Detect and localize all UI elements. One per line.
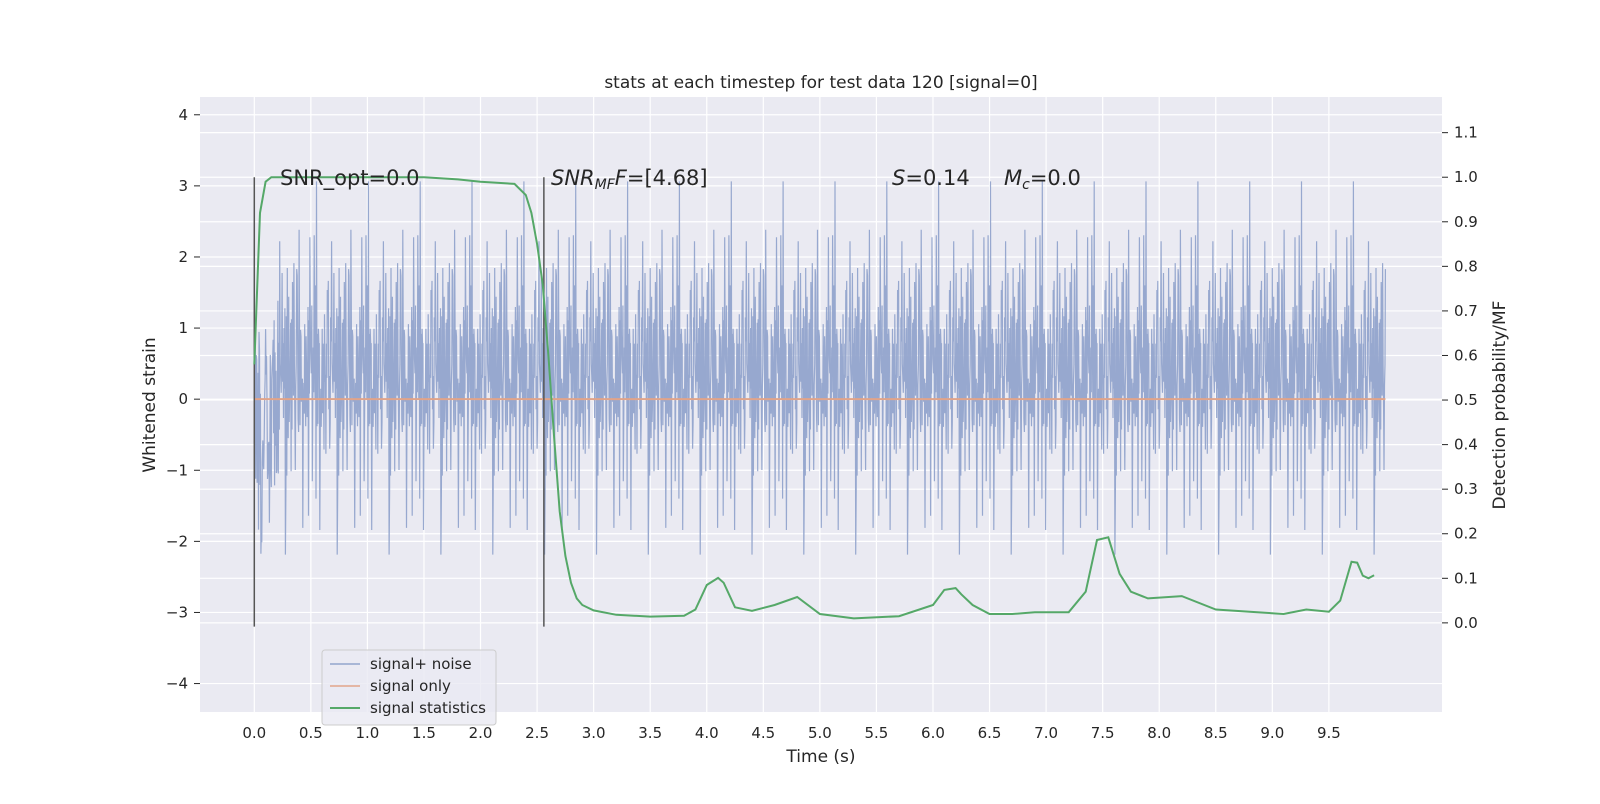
x-tick-label: 0.0 xyxy=(242,724,266,742)
y-axis-left-ticks: −4 −3 −2 −1 0 1 2 3 4 xyxy=(166,106,200,693)
x-axis-label: Time (s) xyxy=(785,747,855,767)
y-right-tick-label: 1.1 xyxy=(1454,124,1478,142)
y-right-tick-label: 0.6 xyxy=(1454,346,1478,364)
x-tick-label: 3.5 xyxy=(638,724,662,742)
chart-title: stats at each timestep for test data 120… xyxy=(604,73,1037,93)
y-left-tick-label: 1 xyxy=(178,319,188,337)
x-tick-label: 4.5 xyxy=(751,724,775,742)
annotation-snr-mf: SNRMFF=[4.68] xyxy=(551,166,708,193)
y-left-tick-label: 0 xyxy=(178,390,188,408)
y-left-tick-label: 4 xyxy=(178,106,188,124)
x-tick-label: 4.0 xyxy=(695,724,719,742)
signal-statistics-line xyxy=(253,176,1375,620)
y-axis-left-label: Whitened strain xyxy=(140,337,160,472)
x-tick-label: 8.5 xyxy=(1204,724,1228,742)
y-left-tick-label: −4 xyxy=(166,675,188,693)
y-right-tick-label: 0.5 xyxy=(1454,391,1478,409)
y-left-tick-label: −2 xyxy=(166,532,188,550)
annotation-mc: Mc=0.0 xyxy=(1004,166,1081,193)
x-tick-label: 7.5 xyxy=(1091,724,1115,742)
x-tick-label: 7.0 xyxy=(1034,724,1058,742)
x-tick-label: 0.5 xyxy=(299,724,323,742)
y-axis-right-label: Detection probability/MF xyxy=(1490,301,1510,510)
x-tick-label: 5.0 xyxy=(808,724,832,742)
x-tick-label: 3.0 xyxy=(582,724,606,742)
y-right-tick-label: 0.7 xyxy=(1454,302,1478,320)
y-axis-right-ticks: 0.0 0.1 0.2 0.3 0.4 0.5 0.6 0.7 0.8 0.9 1.0 1.1 xyxy=(1442,124,1478,632)
x-tick-label: 1.0 xyxy=(355,724,379,742)
annotation-snr-opt: SNR_opt=0.0 xyxy=(280,166,420,191)
legend-label-signal-statistics: signal statistics xyxy=(370,699,486,717)
x-axis-ticks: 0.0 0.5 1.0 1.5 2.0 2.5 3.0 3.5 4.0 4.5 5.0 5.5 6.0 6… xyxy=(242,724,1340,742)
signal-noise-series xyxy=(253,181,1387,555)
x-tick-label: 9.5 xyxy=(1317,724,1341,742)
x-tick-label: 2.0 xyxy=(469,724,493,742)
y-left-tick-label: −1 xyxy=(166,461,188,479)
x-tick-label: 6.0 xyxy=(921,724,945,742)
y-right-tick-label: 0.8 xyxy=(1454,257,1478,275)
x-tick-label: 6.5 xyxy=(978,724,1002,742)
y-right-tick-label: 0.9 xyxy=(1454,213,1478,231)
annotation-s: S=0.14 xyxy=(892,166,970,190)
legend-box xyxy=(321,649,497,726)
legend-label-signal-noise: signal+ noise xyxy=(370,655,472,673)
marker-lines xyxy=(253,177,545,627)
x-tick-label: 8.0 xyxy=(1147,724,1171,742)
x-tick-label: 1.5 xyxy=(412,724,436,742)
signal-noise-line xyxy=(253,181,1387,555)
y-right-tick-label: 1.0 xyxy=(1454,168,1478,186)
signal-statistics-series xyxy=(253,176,1375,620)
x-tick-label: 2.5 xyxy=(525,724,549,742)
y-right-tick-label: 0.4 xyxy=(1454,436,1478,454)
y-left-tick-label: 2 xyxy=(178,248,188,266)
x-tick-label: 9.0 xyxy=(1260,724,1284,742)
y-right-tick-label: 0.3 xyxy=(1454,480,1478,498)
y-left-tick-label: −3 xyxy=(166,603,188,621)
legend-label-signal-only: signal only xyxy=(370,677,451,695)
legend: signal+ noise signal only signal statist… xyxy=(321,649,497,726)
y-left-tick-label: 3 xyxy=(178,177,188,195)
y-right-tick-label: 0.0 xyxy=(1454,614,1478,632)
x-tick-label: 5.5 xyxy=(864,724,888,742)
y-right-tick-label: 0.2 xyxy=(1454,525,1478,543)
y-right-tick-label: 0.1 xyxy=(1454,569,1478,587)
